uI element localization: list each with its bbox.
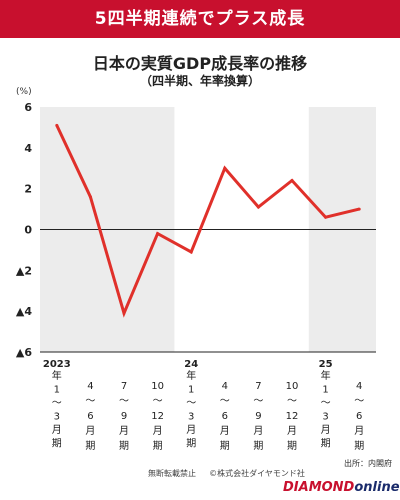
x-tick-label: 〜 <box>287 396 297 407</box>
x-tick-label: 6 <box>356 411 362 422</box>
x-tick-label: 1 <box>188 385 194 396</box>
data-point <box>122 311 126 315</box>
x-tick-label: 期 <box>119 440 129 452</box>
x-tick-label: 1 <box>322 385 328 396</box>
x-tick-label: 〜 <box>52 398 62 409</box>
y-tick-label: ▲2 <box>16 264 32 277</box>
y-tick-label: ▲4 <box>16 305 32 318</box>
x-tick-label: 期 <box>220 440 230 452</box>
x-tick-label: 〜 <box>85 396 95 407</box>
x-tick-label: 年 <box>186 369 196 382</box>
x-tick-label: 期 <box>253 440 263 452</box>
publisher-copyright: ©株式会社ダイヤモンド社 <box>209 469 305 478</box>
x-tick-label: 9 <box>121 411 127 422</box>
x-tick-year: 2023 <box>43 359 71 370</box>
x-tick-label: 月 <box>287 425 297 437</box>
x-tick-label: 期 <box>52 438 62 450</box>
x-tick-label: 月 <box>52 424 62 436</box>
y-unit-label: (%) <box>16 87 32 97</box>
x-tick-label: 期 <box>354 440 364 452</box>
x-tick-label: 〜 <box>220 396 230 407</box>
x-tick-label: 3 <box>188 412 194 423</box>
x-tick-label: 6 <box>222 411 228 422</box>
x-tick-label: 期 <box>153 440 163 452</box>
x-tick-label: 7 <box>255 381 261 392</box>
x-tick-label: 12 <box>151 411 164 422</box>
x-tick-label: 期 <box>287 440 297 452</box>
x-tick-label: 期 <box>321 438 331 450</box>
x-tick-label: 〜 <box>354 396 364 407</box>
y-tick-label: 6 <box>24 101 32 114</box>
x-tick-label: 月 <box>153 425 163 437</box>
chart-subtitle: （四半期、年率換算） <box>139 74 260 88</box>
header-banner <box>0 0 400 38</box>
x-tick-label: 〜 <box>186 398 196 409</box>
data-point <box>88 195 92 199</box>
y-tick-label: 0 <box>24 224 32 237</box>
y-tick-label: 2 <box>24 183 32 196</box>
x-tick-label: 12 <box>286 411 299 422</box>
logo-online: online <box>354 480 400 495</box>
x-tick-label: 期 <box>85 440 95 452</box>
x-tick-label: 4 <box>222 381 228 392</box>
x-tick-label: 〜 <box>153 396 163 407</box>
x-tick-label: 月 <box>354 425 364 437</box>
x-tick-label: 期 <box>186 438 196 450</box>
x-tick-label: 月 <box>119 425 129 437</box>
x-tick-label: 〜 <box>253 396 263 407</box>
x-tick-label: 7 <box>121 381 127 392</box>
x-tick-label: 1 <box>54 385 60 396</box>
x-tick-label: 〜 <box>321 398 331 409</box>
data-point <box>290 179 294 182</box>
x-tick-label: 〜 <box>119 396 129 407</box>
x-tick-label: 3 <box>54 412 60 423</box>
x-tick-label: 月 <box>85 425 95 437</box>
y-tick-label: ▲6 <box>16 346 32 359</box>
data-point <box>256 205 260 209</box>
x-tick-label: 3 <box>322 412 328 423</box>
data-point <box>324 215 328 219</box>
x-tick-label: 年 <box>52 369 62 382</box>
y-tick-label: 4 <box>24 142 32 155</box>
x-tick-label: 月 <box>321 424 331 436</box>
x-tick-label: 10 <box>151 381 164 392</box>
x-tick-label: 4 <box>356 381 362 392</box>
data-point <box>189 250 193 254</box>
x-tick-label: 9 <box>255 411 261 422</box>
data-point <box>223 166 227 170</box>
gdp-growth-line <box>55 124 360 318</box>
x-tick-label: 月 <box>220 425 230 437</box>
x-tick-label: 年 <box>321 369 331 382</box>
copyright-note: 無断転載禁止 ©株式会社ダイヤモンド社 <box>148 468 305 479</box>
diamond-online-logo: DIAMONDonline <box>283 476 400 495</box>
data-point <box>156 232 160 236</box>
x-tick-label: 4 <box>87 381 93 392</box>
x-tick-label: 10 <box>286 381 299 392</box>
logo-diamond: DIAMOND <box>283 480 355 495</box>
x-tick-year: 25 <box>319 359 333 370</box>
x-tick-label: 月 <box>186 424 196 436</box>
source-note: 出所：内閣府 <box>344 459 392 468</box>
data-point <box>357 207 361 211</box>
x-tick-label: 6 <box>87 411 93 422</box>
data-point <box>55 123 59 127</box>
chart-title: 日本の実質GDP成長率の推移 <box>92 54 308 73</box>
x-tick-label: 月 <box>253 425 263 437</box>
x-tick-year: 24 <box>184 359 198 370</box>
banner-title: 5四半期連続でプラス成長 <box>94 9 306 29</box>
no-reprint-note: 無断転載禁止 <box>148 469 196 478</box>
